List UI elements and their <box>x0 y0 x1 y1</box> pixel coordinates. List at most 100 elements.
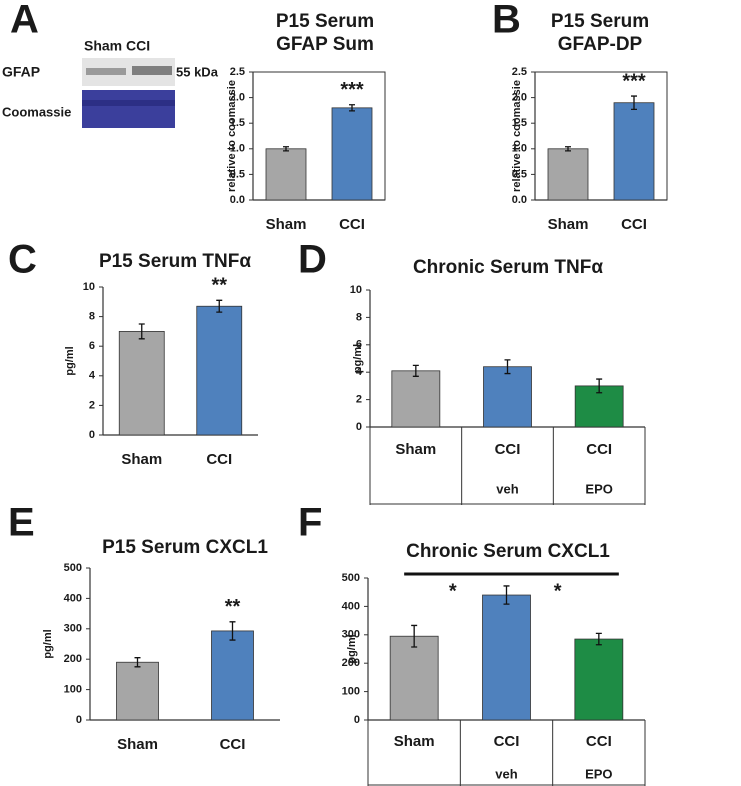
y-tick-label: 0.0 <box>512 194 527 206</box>
y-axis-label: pg/ml <box>42 629 54 658</box>
y-axis-label: relative to coomassie <box>226 80 238 192</box>
y-tick-label: 2 <box>356 394 362 406</box>
y-tick-label: 2.5 <box>230 66 245 78</box>
panel-label: E <box>8 501 35 545</box>
chart-title: P15 Serum TNFα <box>99 251 251 272</box>
y-tick-label: 0.0 <box>230 194 245 206</box>
significance: *** <box>340 79 364 101</box>
y-tick-label: 8 <box>356 311 362 323</box>
bar <box>196 305 243 436</box>
y-tick-label: 0 <box>354 714 360 726</box>
y-tick-label: 0.5 <box>512 168 527 180</box>
x-tick-label: CCI <box>494 733 520 750</box>
error-bar <box>411 624 418 648</box>
y-tick-label: 4 <box>89 370 96 382</box>
comparison-label: * <box>554 580 562 602</box>
x-tick-label: Sham <box>117 736 158 753</box>
x-tick-label: CCI <box>621 216 647 233</box>
y-tick-label: 500 <box>342 572 360 584</box>
x-tick-label: CCI <box>495 441 521 458</box>
y-tick-label: 200 <box>342 657 360 669</box>
bar <box>389 635 439 721</box>
blot-band-label: GFAP <box>2 64 40 80</box>
error-bar <box>595 632 602 646</box>
coomassie-band <box>82 100 175 106</box>
bar <box>483 366 532 428</box>
y-tick-label: 0 <box>76 714 82 726</box>
western-blot: Sham CCI GFAP 55 kDa Coomassie <box>2 38 219 128</box>
y-tick-label: 2.5 <box>512 66 527 78</box>
significance: ** <box>225 596 241 618</box>
error-bar <box>216 299 223 313</box>
chart-title: GFAP-DP <box>558 34 643 55</box>
panel-label: F <box>298 501 322 545</box>
x-tick-label: CCI <box>586 441 612 458</box>
x-tick-label: Sham <box>394 733 435 750</box>
y-tick-label: 1.0 <box>512 143 527 155</box>
y-tick-label: 2 <box>89 399 95 411</box>
bar <box>547 148 589 201</box>
y-axis-label: pg/ml <box>352 344 364 373</box>
y-tick-label: 4 <box>356 366 363 378</box>
blot-size: 55 kDa <box>176 64 219 79</box>
comparison-label: * <box>449 580 457 602</box>
error-bar <box>229 621 236 641</box>
blot-band <box>132 66 172 75</box>
y-tick-label: 8 <box>89 311 95 323</box>
bar <box>574 638 624 721</box>
y-tick-label: 6 <box>89 340 95 352</box>
bar <box>391 370 441 428</box>
y-tick-label: 1.0 <box>230 143 245 155</box>
y-tick-label: 1.5 <box>230 117 245 129</box>
error-bar <box>283 146 289 152</box>
y-tick-label: 0.5 <box>230 168 245 180</box>
panel-label: A <box>10 0 39 42</box>
y-tick-label: 100 <box>342 686 360 698</box>
error-bar <box>596 378 603 394</box>
y-tick-label: 2.0 <box>512 92 527 104</box>
x-tick-label: Sham <box>548 216 589 233</box>
error-bar <box>565 146 571 152</box>
significance: ** <box>211 275 227 297</box>
y-tick-label: 400 <box>342 600 360 612</box>
coomassie-stain <box>82 90 175 128</box>
x-tick-label: CCI <box>586 733 612 750</box>
bar <box>118 330 165 436</box>
x-tick-label: Sham <box>121 451 162 468</box>
chart-title: Chronic Serum TNFα <box>413 257 603 278</box>
bar <box>613 102 655 201</box>
x-tick-sublabel: veh <box>495 766 517 781</box>
y-tick-label: 500 <box>64 562 82 574</box>
y-tick-label: 100 <box>64 684 82 696</box>
x-tick-label: CCI <box>220 736 246 753</box>
bar <box>265 148 307 201</box>
error-bar <box>631 95 637 111</box>
y-axis-label: pg/ml <box>64 346 76 375</box>
chart-title: P15 Serum <box>551 11 649 32</box>
y-tick-label: 2.0 <box>230 92 245 104</box>
x-tick-label: CCI <box>339 216 365 233</box>
x-tick-sublabel: EPO <box>585 481 612 496</box>
blot-band <box>86 68 126 75</box>
blot-loading-label: Coomassie <box>2 104 71 119</box>
x-tick-label: CCI <box>206 451 232 468</box>
chart-title: GFAP Sum <box>276 34 374 55</box>
chart-title: P15 Serum CXCL1 <box>102 537 268 558</box>
x-tick-sublabel: EPO <box>585 766 612 781</box>
x-tick-sublabel: veh <box>496 481 518 496</box>
blot-lanes: Sham CCI <box>84 38 150 54</box>
y-tick-label: 300 <box>342 629 360 641</box>
y-tick-label: 0 <box>356 421 362 433</box>
x-tick-label: Sham <box>395 441 436 458</box>
bar <box>211 630 254 721</box>
significance: *** <box>622 70 646 92</box>
error-bar <box>134 657 141 668</box>
y-tick-label: 10 <box>83 281 95 293</box>
panel-label: C <box>8 238 37 282</box>
bar <box>482 594 531 721</box>
chart-title: P15 Serum <box>276 11 374 32</box>
y-tick-label: 6 <box>356 339 362 351</box>
bar <box>331 107 373 201</box>
chart-title: Chronic Serum CXCL1 <box>406 541 610 562</box>
